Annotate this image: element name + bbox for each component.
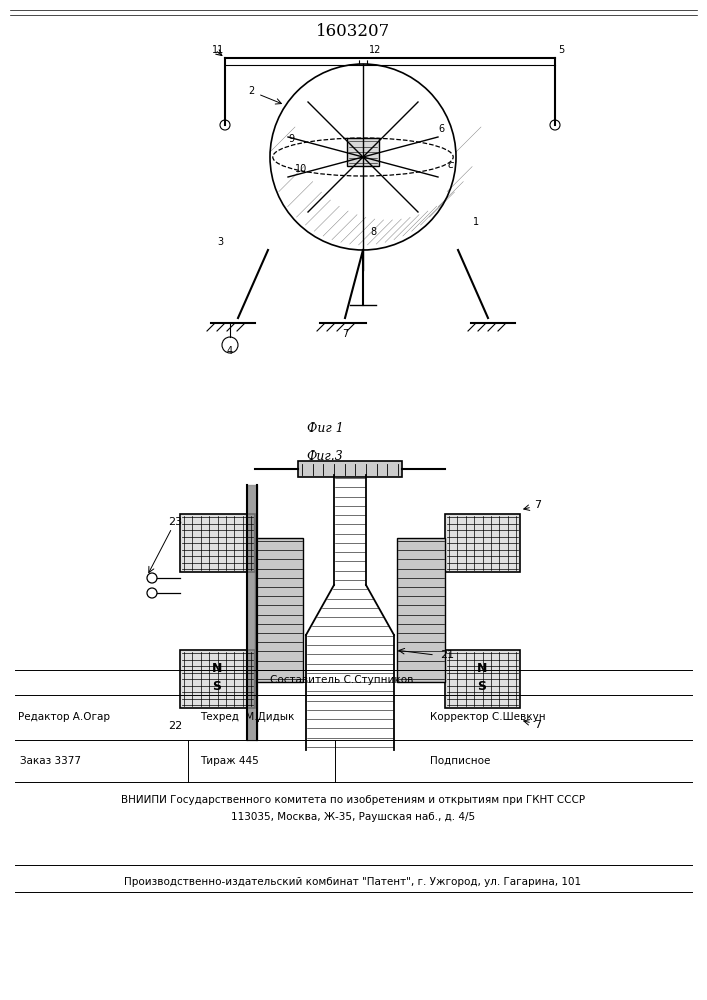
Text: Фиг.3: Фиг.3 xyxy=(307,450,344,464)
Text: 23: 23 xyxy=(168,517,182,527)
Bar xyxy=(445,650,520,708)
Text: Тираж 445: Тираж 445 xyxy=(200,756,259,766)
Text: 6: 6 xyxy=(438,124,444,134)
Text: S: S xyxy=(213,680,221,694)
Text: Производственно-издательский комбинат "Патент", г. Ужгород, ул. Гагарина, 101: Производственно-издательский комбинат "П… xyxy=(124,877,582,887)
Text: 12: 12 xyxy=(369,45,381,55)
Text: 21: 21 xyxy=(440,650,454,660)
Bar xyxy=(255,538,303,682)
Text: 7: 7 xyxy=(534,500,542,510)
Text: 5: 5 xyxy=(558,45,564,55)
Text: 4: 4 xyxy=(227,346,233,356)
Text: 1: 1 xyxy=(473,217,479,227)
Bar xyxy=(298,461,402,477)
Text: 9: 9 xyxy=(288,134,294,144)
Text: Составитель С.Ступников: Составитель С.Ступников xyxy=(270,675,414,685)
Text: Редактор А.Огар: Редактор А.Огар xyxy=(18,712,110,722)
Text: c: c xyxy=(448,160,454,170)
Text: 1603207: 1603207 xyxy=(316,23,390,40)
Text: 10: 10 xyxy=(295,164,307,174)
Text: 3: 3 xyxy=(217,237,223,247)
Text: Корректор С.Шевкун: Корректор С.Шевкун xyxy=(430,712,546,722)
Text: S: S xyxy=(477,680,486,694)
Text: 7: 7 xyxy=(534,720,542,730)
Text: Заказ 3377: Заказ 3377 xyxy=(20,756,81,766)
Bar xyxy=(445,514,520,572)
Text: Фиг 1: Фиг 1 xyxy=(307,422,344,434)
Text: Техред  М.Дидык: Техред М.Дидык xyxy=(200,712,294,722)
Text: 11: 11 xyxy=(212,45,224,55)
Bar xyxy=(397,538,445,682)
Bar xyxy=(180,514,255,572)
Text: 113035, Москва, Ж-35, Раушская наб., д. 4/5: 113035, Москва, Ж-35, Раушская наб., д. … xyxy=(231,812,475,822)
Text: 22: 22 xyxy=(168,721,182,731)
Text: Подписное: Подписное xyxy=(430,756,491,766)
Bar xyxy=(180,650,255,708)
Text: N: N xyxy=(477,662,487,676)
Text: ВНИИПИ Государственного комитета по изобретениям и открытиям при ГКНТ СССР: ВНИИПИ Государственного комитета по изоб… xyxy=(121,795,585,805)
Text: 7: 7 xyxy=(342,329,348,339)
Text: 8: 8 xyxy=(370,227,376,237)
Bar xyxy=(347,138,379,166)
Text: 2: 2 xyxy=(248,86,254,96)
Text: N: N xyxy=(212,662,222,676)
